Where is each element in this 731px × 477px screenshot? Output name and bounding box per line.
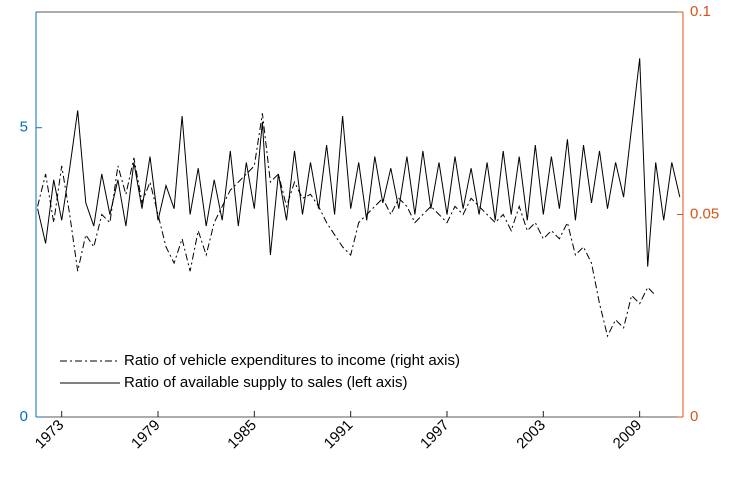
x-tick-label: 1997	[417, 417, 453, 453]
y-tick-label: 0	[20, 408, 28, 425]
y2-tick-label: 0	[690, 408, 698, 425]
y2-tick-label: 0.05	[690, 205, 719, 222]
legend-label: Ratio of available supply to sales (left…	[124, 374, 407, 391]
x-tick-label: 1991	[321, 417, 357, 453]
x-tick-label: 2009	[610, 417, 646, 453]
y2-tick-label: 0.1	[690, 3, 711, 20]
x-tick-label: 1973	[32, 417, 68, 453]
series-line	[37, 58, 681, 267]
x-tick-label: 1979	[128, 417, 164, 453]
series-line	[37, 113, 657, 338]
x-tick-label: 2003	[513, 417, 549, 453]
x-tick-label: 1985	[224, 417, 260, 453]
legend-label: Ratio of vehicle expenditures to income …	[124, 352, 460, 369]
y-tick-label: 5	[20, 119, 28, 136]
